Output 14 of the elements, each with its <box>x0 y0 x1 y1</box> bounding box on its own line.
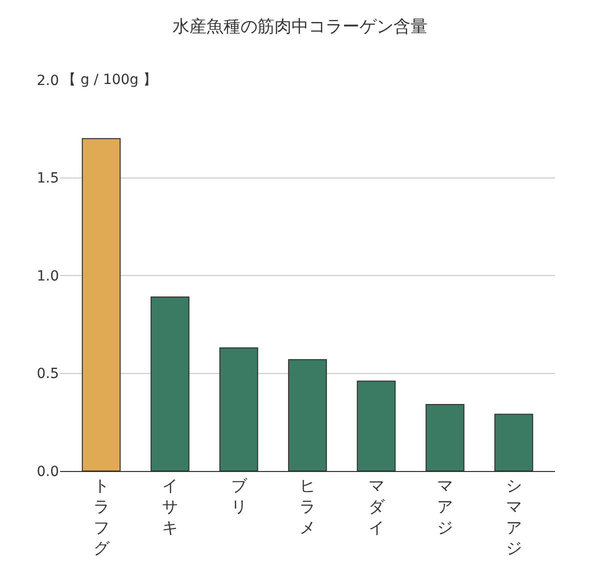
x-tick-label: イサキ <box>162 476 178 537</box>
y-axis-title: 【 g / 100g 】 <box>62 72 158 88</box>
x-tick-label: シマアジ <box>506 476 522 558</box>
x-tick-label: トラフグ <box>93 476 110 558</box>
x-tick-label: ヒラメ <box>300 476 316 537</box>
y-tick-label: 0.5 <box>36 366 59 382</box>
y-tick-label: 0.0 <box>36 464 59 480</box>
y-tick-label: 2.0 <box>36 72 59 89</box>
y-tick-label: 1.0 <box>36 268 59 284</box>
chart-title: 水産魚種の筋肉中コラーゲン含量 <box>172 17 428 38</box>
x-tick-label: ブリ <box>230 476 248 516</box>
x-tick-label: マダイ <box>368 476 386 537</box>
x-tick-label: マアジ <box>437 476 453 537</box>
y-tick-label: 1.5 <box>36 170 59 187</box>
